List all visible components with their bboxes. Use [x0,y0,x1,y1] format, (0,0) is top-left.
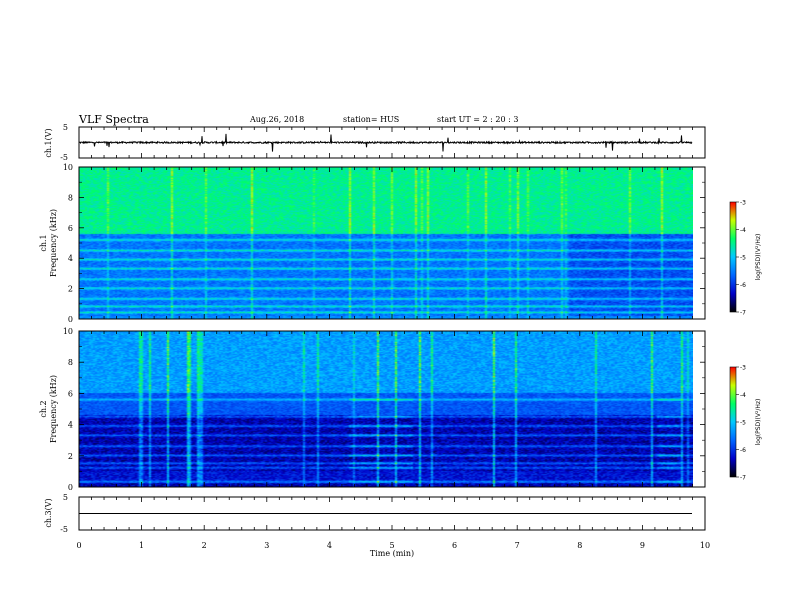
y-tick-label: 4 [68,421,73,430]
ch1-waveform-trace [79,134,692,152]
colorbar-tick-label: -3 [740,365,746,372]
ch2-channel-label: ch.2 [39,400,48,417]
x-tick-label: 4 [327,541,332,550]
ch2-colorbar: -3 -4 -5 -6 -7 log(PSD)(V²/Hz) [730,365,762,482]
ch2-colorbar-ticks: -3 -4 -5 -6 -7 [736,365,746,482]
ch1-colorbar: -3 -4 -5 -6 -7 log(PSD)(V²/Hz) [730,200,762,317]
y-tick-label: 2 [68,285,73,294]
date-label: Aug.26, 2018 [249,115,304,124]
y-tick-label: 0 [68,483,73,492]
y-tick-label: 4 [68,254,73,263]
colorbar-tick-label: -4 [740,227,746,234]
colorbar-tick-label: -6 [740,282,746,289]
y-tick-label: 0 [68,315,73,324]
ch3-ytick-top: 5 [63,493,68,502]
y-tick-label: 6 [68,389,73,398]
ch1-channel-label: ch.1 [39,234,48,251]
x-tick-label: 9 [640,541,645,550]
colorbar-tick-label: -4 [740,392,746,399]
x-tick-label: 1 [139,541,144,550]
x-tick-label: 3 [264,541,269,550]
colorbar-tick-label: -5 [740,420,746,427]
start-time-label: start UT = 2 : 20 : 3 [437,115,518,124]
y-tick-label: 10 [63,163,73,172]
x-tick-label: 8 [577,541,582,550]
colorbar-tick-label: -5 [740,255,746,262]
ch1-colorbar-ticks: -3 -4 -5 -6 -7 [736,200,746,317]
ch1-waveform-ylabel: ch.1(V) [44,128,53,157]
colorbar-tick-label: -6 [740,447,746,454]
ch1-waveform-panel: 5 -5 ch.1(V) [44,123,705,162]
ch3-ytick-bottom: -5 [60,525,68,534]
ch2-spectrogram-ylabel: Frequency (kHz) [49,375,58,443]
ch3-waveform-panel: 5 -5 ch.3(V) [44,493,705,534]
ch1-spectrogram-panel: 0 2 4 6 8 10 ch.1 Frequency (kHz) [39,163,705,324]
ch1-ytick-top: 5 [63,123,68,132]
x-tick-label: 2 [202,541,207,550]
ch1-colorbar-label: log(PSD)(V²/Hz) [755,234,762,281]
ch1-colorbar-gradient [730,202,736,312]
ch1-ytick-bottom: -5 [60,153,68,162]
x-tick-label: 6 [452,541,457,550]
y-tick-label: 2 [68,452,73,461]
colorbar-tick-label: -3 [740,200,746,207]
ch3-waveform-ylabel: ch.3(V) [44,498,53,527]
ch2-spectrogram-image [79,331,693,487]
ch1-spectrogram-ylabel: Frequency (kHz) [49,209,58,277]
ch2-spectrogram-panel: 0 2 4 6 8 10 ch.2 Frequency (kHz) [39,327,705,492]
y-tick-label: 6 [68,224,73,233]
colorbar-tick-label: -7 [740,475,746,482]
station-label: station= HUS [343,115,399,124]
figure-title: VLF Spectra [78,113,149,126]
ch2-colorbar-label: log(PSD)(V²/Hz) [755,399,762,446]
x-tick-label: 7 [515,541,520,550]
y-tick-label: 8 [68,193,73,202]
ch2-colorbar-gradient [730,367,736,477]
x-axis-label: Time (min) [370,549,414,558]
x-tick-label: 10 [700,541,710,550]
y-tick-label: 10 [63,327,73,336]
x-tick-label: 0 [76,541,81,550]
colorbar-tick-label: -7 [740,310,746,317]
y-tick-label: 8 [68,358,73,367]
ch1-spectrogram-image [79,167,693,319]
